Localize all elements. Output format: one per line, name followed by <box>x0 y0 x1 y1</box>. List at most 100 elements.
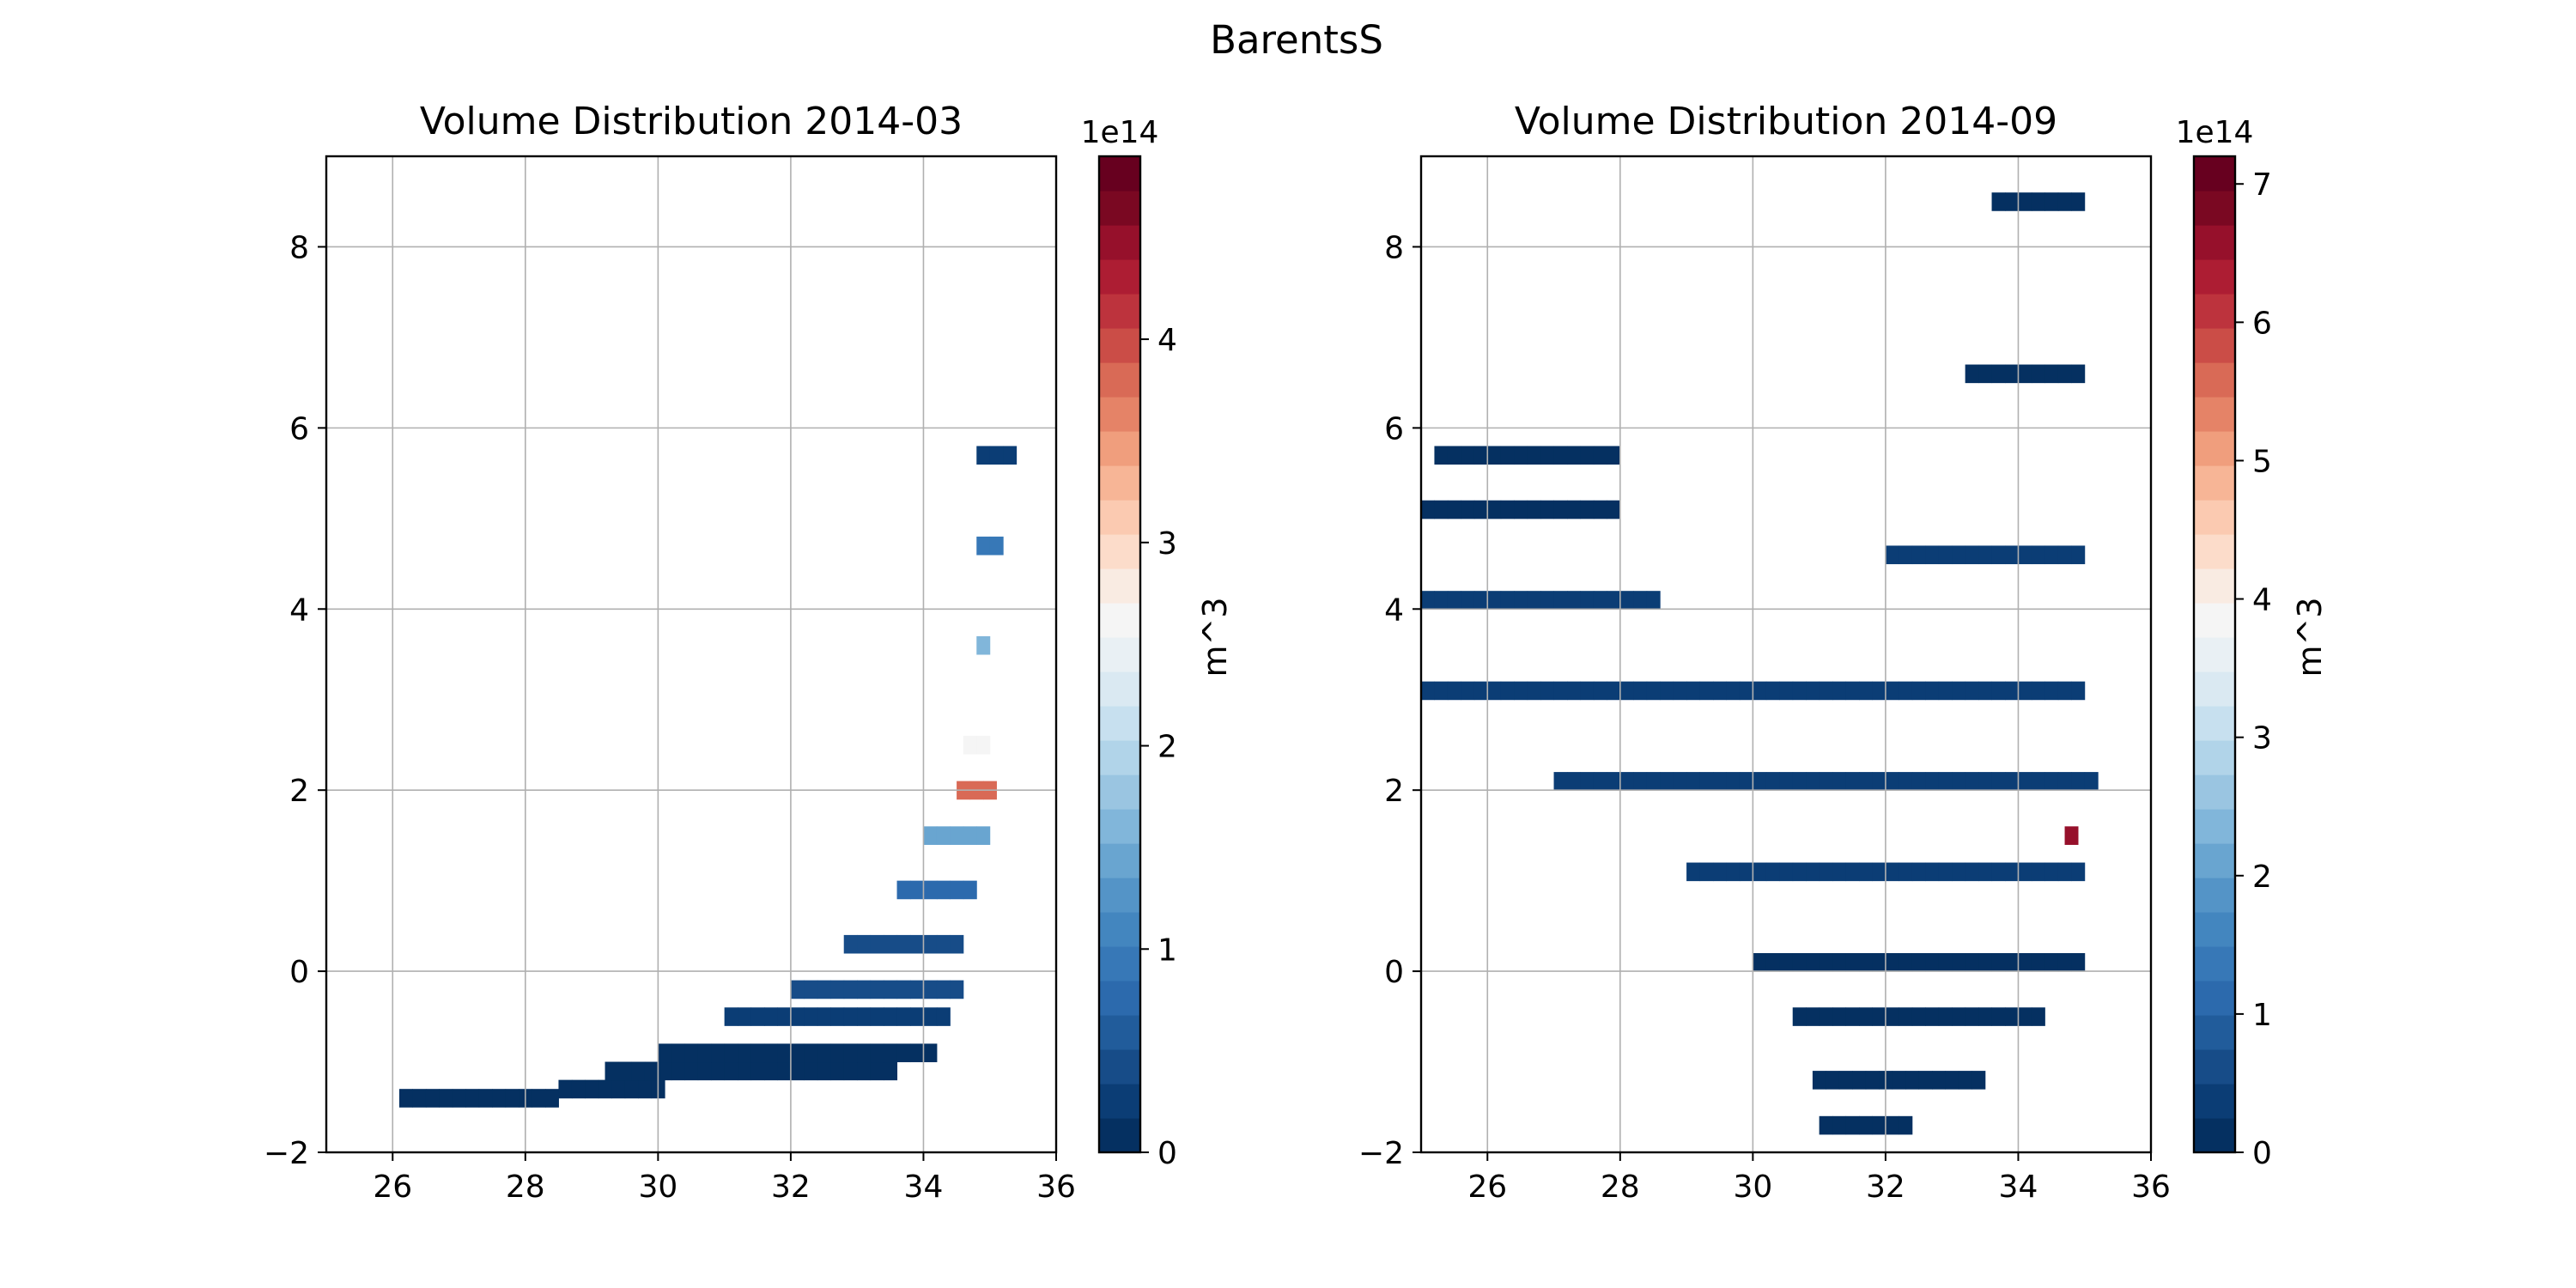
heatmap-cell <box>1473 446 1488 465</box>
heatmap-cell <box>1593 591 1607 610</box>
heatmap-cell <box>950 826 964 845</box>
heatmap-cell <box>1699 862 1714 882</box>
heatmap-cell <box>1487 591 1502 610</box>
colorbar-segment <box>2194 946 2235 981</box>
y-tick-label: −2 <box>1358 1136 1404 1171</box>
heatmap-cell <box>1812 1071 1826 1090</box>
heatmap-cell <box>1553 446 1568 465</box>
heatmap-cell <box>777 1007 792 1026</box>
colorbar-segment <box>2194 294 2235 329</box>
heatmap-cell <box>804 1043 818 1063</box>
heatmap-cell <box>618 1061 632 1081</box>
heatmap-cell <box>804 980 818 999</box>
heatmap-cell <box>638 1079 653 1099</box>
heatmap-cell <box>492 1089 507 1108</box>
colorbar-segment <box>1099 156 1140 191</box>
heatmap-cell <box>1859 1115 1873 1135</box>
heatmap-cell <box>1619 591 1634 610</box>
heatmap-cell <box>1753 953 1767 972</box>
heatmap-cell <box>1646 681 1661 701</box>
heatmap-cell <box>1753 681 1767 701</box>
colorbar-tick-label: 1 <box>1157 933 1177 968</box>
heatmap-cell <box>658 1043 672 1063</box>
x-tick-label: 34 <box>904 1170 944 1205</box>
heatmap-cell <box>1885 772 1899 791</box>
colorbar-tick-label: 7 <box>2252 167 2272 203</box>
x-tick-label: 34 <box>1999 1170 2038 1205</box>
heatmap-cell <box>2057 772 2072 791</box>
heatmap-cell <box>2031 772 2045 791</box>
heatmap-cell <box>1447 500 1461 519</box>
heatmap-cell <box>1819 953 1833 972</box>
heatmap-cell <box>558 1079 573 1099</box>
heatmap-cell <box>2071 192 2086 211</box>
x-tick-label: 32 <box>771 1170 811 1205</box>
heatmap-cell <box>817 1007 831 1026</box>
heatmap-cell <box>843 1043 858 1063</box>
colorbar-offset-text: 1e14 <box>1081 115 1159 150</box>
colorbar-segment <box>1099 843 1140 878</box>
heatmap-cell <box>1925 545 1940 565</box>
heatmap-cell <box>1991 545 2006 565</box>
colorbar-tick-label: 3 <box>2252 721 2272 756</box>
heatmap-cell <box>1726 681 1741 701</box>
colorbar-segment <box>1099 328 1140 363</box>
heatmap-cell <box>1527 500 1541 519</box>
heatmap-cell <box>1607 772 1621 791</box>
heatmap-cell <box>1607 446 1621 465</box>
colorbar-label: m^3 <box>1196 597 1234 677</box>
heatmap-cell <box>1859 1007 1873 1026</box>
heatmap-cell <box>2018 681 2032 701</box>
heatmap-cell <box>1500 446 1515 465</box>
colorbar-segment <box>2194 1118 2235 1153</box>
colorbar-tick-label: 5 <box>2252 444 2272 479</box>
heatmap-cell <box>1567 500 1581 519</box>
heatmap-cell <box>884 1043 898 1063</box>
heatmap-cell <box>1938 1007 1953 1026</box>
heatmap-cell <box>1673 772 1687 791</box>
heatmap-cell <box>2031 545 2045 565</box>
heatmap-cell <box>1447 681 1461 701</box>
heatmap-cell <box>936 980 951 999</box>
heatmap-cell <box>1553 681 1568 701</box>
heatmap-cell <box>711 1061 726 1081</box>
heatmap-cell <box>1593 446 1607 465</box>
colorbar-segment <box>2194 1049 2235 1084</box>
heatmap-cell <box>2031 364 2045 384</box>
heatmap-cell <box>1713 862 1727 882</box>
heatmap-cell <box>1779 953 1794 972</box>
heatmap-cell <box>777 1043 792 1063</box>
heatmap-cell <box>1765 772 1780 791</box>
colorbar-segment <box>2194 671 2235 707</box>
heatmap-cell <box>1806 681 1820 701</box>
heatmap-cell <box>2005 1007 2019 1026</box>
heatmap-cell <box>1473 500 1488 519</box>
heatmap-cell <box>1593 500 1607 519</box>
heatmap-cell <box>2057 862 2072 882</box>
colorbar-segment <box>2194 465 2235 501</box>
heatmap-cell <box>830 1043 845 1063</box>
heatmap-cell <box>2005 545 2019 565</box>
heatmap-cell <box>1673 681 1687 701</box>
heatmap-cell <box>1845 772 1860 791</box>
heatmap-cell <box>923 826 938 845</box>
heatmap-cell <box>724 1043 738 1063</box>
heatmap-cell <box>1845 862 1860 882</box>
heatmap-cell <box>1593 772 1607 791</box>
heatmap-cell <box>1607 591 1621 610</box>
heatmap-cell <box>1739 681 1753 701</box>
heatmap-cell <box>1792 772 1807 791</box>
heatmap-cell <box>1899 1115 1913 1135</box>
heatmap-cell <box>870 1007 884 1026</box>
heatmap-cell <box>764 1007 778 1026</box>
heatmap-cell <box>1487 500 1502 519</box>
heatmap-cell <box>2044 772 2059 791</box>
heatmap-cell <box>936 1007 951 1026</box>
heatmap-cell <box>2057 364 2072 384</box>
heatmap-cell <box>1580 591 1595 610</box>
heatmap-cell <box>1911 681 1926 701</box>
heatmap-cell <box>671 1043 685 1063</box>
heatmap-cell <box>738 1043 752 1063</box>
heatmap-cell <box>571 1079 586 1099</box>
heatmap-cell <box>1779 681 1794 701</box>
